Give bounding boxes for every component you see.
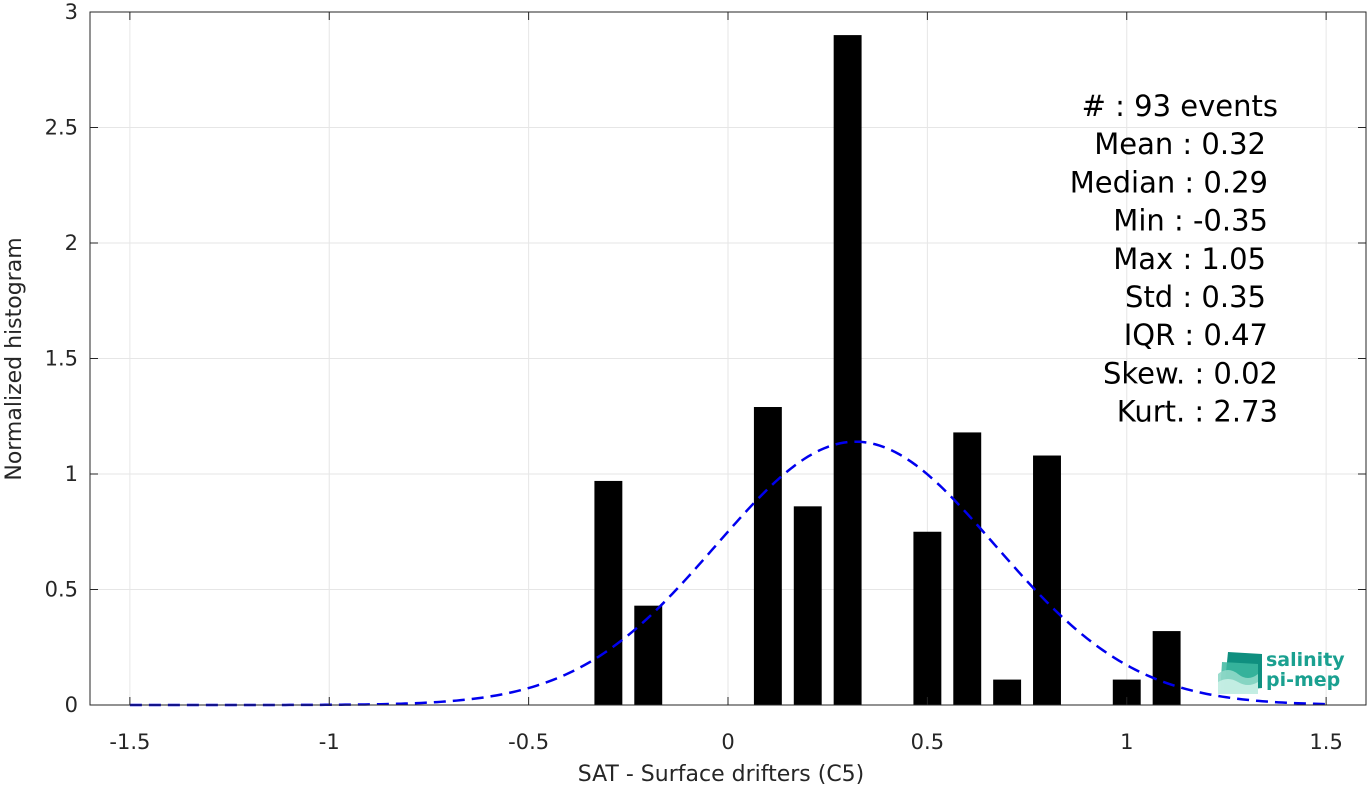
logo-text-pimep: pi-mep [1266,669,1340,691]
histogram-bars [594,35,1181,706]
y-tick-label-2: 1 [65,462,78,486]
x-tick-label-3: 0 [721,730,734,754]
histogram-bar-1 [634,605,663,705]
histogram-bar-0 [594,480,623,705]
x-tick-label-0: -1.5 [109,730,150,754]
y-tick-label-5: 2.5 [45,116,78,140]
histogram-bar-8 [1033,455,1061,705]
stat-line-8: Kurt. : 2.73 [1117,395,1278,429]
histogram-bar-5 [913,531,942,705]
histogram-bar-10 [1152,631,1181,705]
stat-line-1: Mean : 0.32 [1094,127,1266,161]
wave-logo-icon [1218,652,1262,694]
stat-line-6: IQR : 0.47 [1124,318,1268,352]
histogram-bar-3 [793,506,822,705]
salinity-pi-mep-logo: salinity pi-mep [1218,649,1345,694]
stat-line-0: # : 93 events [1082,89,1278,123]
y-tick-label-0: 0 [65,693,78,717]
histogram-bar-7 [993,679,1022,705]
x-tick-label-2: -0.5 [508,730,549,754]
histogram-bar-2 [753,407,782,705]
logo-text-salinity: salinity [1266,649,1345,671]
stat-line-5: Std : 0.35 [1125,280,1266,314]
x-tick-label-5: 1 [1120,730,1133,754]
x-tick-label-4: 0.5 [911,730,944,754]
histogram-bar-4 [833,35,862,706]
histogram-bar-6 [953,432,982,705]
y-tick-label-1: 0.5 [45,578,78,602]
x-tick-label-1: -1 [319,730,340,754]
axis-ticks: -1.5 -1 -0.5 0 0.5 1 1.5 0 0.5 1 1.5 2 2.5 3 [45,0,1366,754]
y-tick-label-3: 1.5 [45,347,78,371]
stat-line-4: Max : 1.05 [1113,242,1266,276]
y-tick-label-6: 3 [65,0,78,24]
stat-line-2: Median : 0.29 [1070,165,1268,199]
x-tick-label-6: 1.5 [1309,730,1342,754]
x-axis-label: SAT - Surface drifters (C5) [578,762,865,785]
y-tick-label-4: 2 [65,231,78,255]
y-axis-label: Normalized histogram [2,237,27,480]
stat-line-3: Min : -0.35 [1113,204,1268,238]
stat-line-7: Skew. : 0.02 [1103,356,1278,390]
statistics-annotation: # : 93 events Mean : 0.32 Median : 0.29 Min… [1070,89,1278,429]
